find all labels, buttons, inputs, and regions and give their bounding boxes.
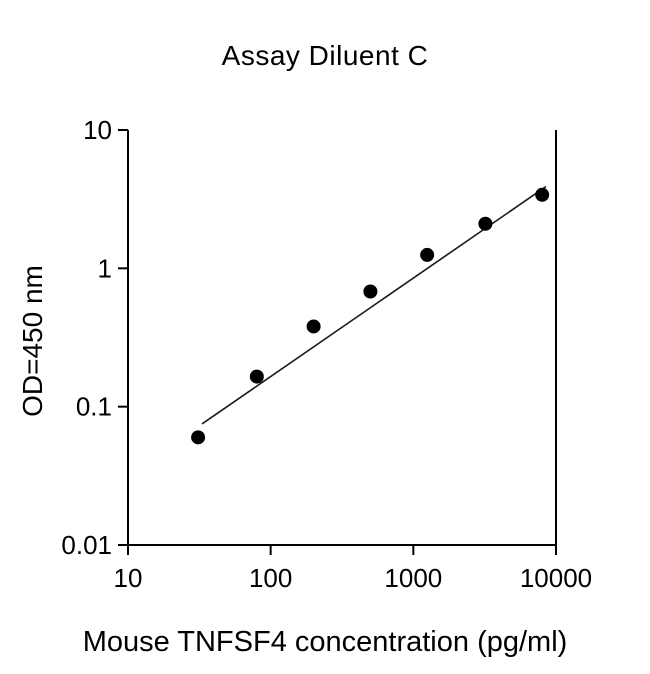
y-tick-label: 1 bbox=[98, 253, 112, 283]
x-tick-label: 10 bbox=[114, 563, 143, 593]
x-tick-label: 1000 bbox=[384, 563, 442, 593]
data-point bbox=[478, 216, 493, 231]
y-tick-label: 0.01 bbox=[61, 530, 112, 560]
x-axis-title: Mouse TNFSF4 concentration (pg/ml) bbox=[82, 626, 568, 658]
chart-title: Assay Diluent C bbox=[221, 40, 429, 71]
data-point bbox=[363, 284, 378, 299]
x-tick-label: 100 bbox=[249, 563, 292, 593]
data-point bbox=[535, 187, 550, 202]
data-point bbox=[191, 430, 206, 445]
x-tick-label: 10000 bbox=[520, 563, 592, 593]
y-tick-label: 0.1 bbox=[76, 392, 112, 422]
data-point bbox=[249, 369, 264, 384]
y-tick-label: 10 bbox=[83, 115, 112, 145]
trend-line bbox=[201, 185, 547, 425]
data-point bbox=[306, 319, 321, 334]
data-point bbox=[420, 247, 435, 262]
